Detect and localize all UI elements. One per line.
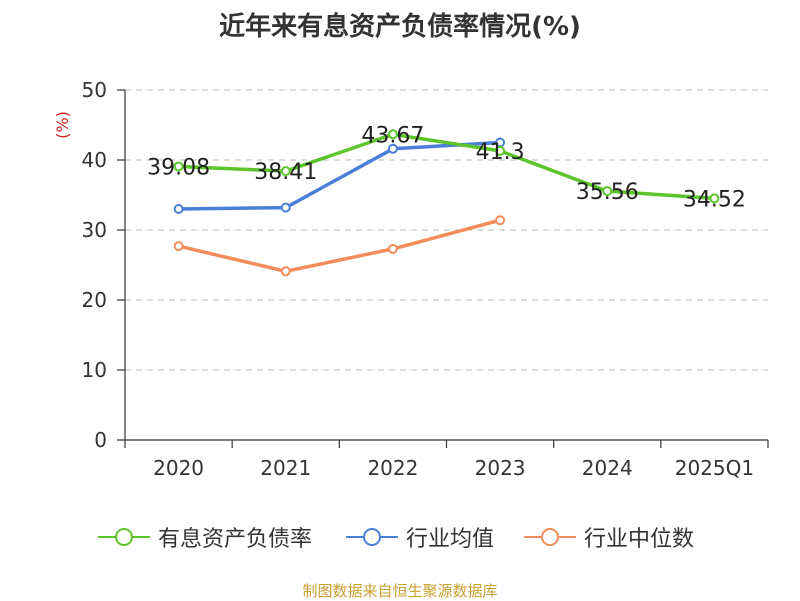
data-point-series-1 — [387, 143, 398, 154]
source-note: 制图数据来自恒生聚源数据库 — [302, 582, 498, 600]
legend-label-industry-mean: 行业均值 — [406, 527, 495, 552]
legend-marker-debt-ratio — [98, 528, 150, 546]
data-point-series-0 — [387, 129, 398, 140]
legend-marker-industry-median — [524, 528, 576, 546]
series-line-2 — [178, 218, 501, 274]
data-point-series-0 — [495, 145, 506, 156]
x-tick-label: 2021 — [260, 456, 311, 480]
data-label: 38.41 — [254, 160, 317, 185]
data-label: 43.67 — [361, 123, 424, 148]
legend-marker-industry-mean — [346, 528, 398, 546]
y-tick-label: 40 — [82, 148, 107, 172]
data-point-series-0 — [280, 166, 291, 177]
data-point-series-1 — [173, 204, 184, 214]
legend-item-debt-ratio[interactable]: 有息资产负债率 — [98, 520, 312, 554]
legend-label-debt-ratio: 有息资产负债率 — [158, 527, 313, 552]
data-point-series-0 — [709, 193, 720, 204]
chart-title: 近年来有息资产负债率情况(%) — [219, 12, 581, 42]
chart-legend: 有息资产负债率 行业均值 行业中位数 — [0, 520, 800, 554]
x-tick-label: 2023 — [475, 456, 526, 480]
data-point-series-0 — [602, 186, 613, 197]
data-point-series-2 — [387, 243, 398, 254]
y-tick-label: 10 — [82, 358, 107, 382]
legend-label-industry-median: 行业中位数 — [584, 527, 695, 552]
x-tick-label: 2020 — [153, 456, 204, 480]
y-tick-label: 30 — [82, 218, 107, 242]
data-point-series-2 — [173, 241, 184, 252]
data-label: 35.56 — [576, 180, 639, 205]
x-tick-label: 2024 — [582, 456, 633, 480]
data-point-series-2 — [495, 215, 506, 226]
series-line-0 — [178, 132, 715, 201]
x-tick-label: 2025Q1 — [675, 456, 754, 480]
series-line-1 — [178, 140, 501, 211]
y-tick-label: 50 — [82, 78, 107, 102]
legend-item-industry-median[interactable]: 行业中位数 — [524, 520, 694, 554]
data-label: 39.08 — [147, 155, 210, 180]
data-point-series-0 — [173, 161, 184, 172]
data-label: 41.3 — [476, 140, 525, 165]
y-tick-label: 20 — [82, 288, 107, 312]
y-axis-label: (%) — [53, 111, 72, 139]
x-tick-label: 2022 — [367, 456, 418, 480]
data-point-series-2 — [280, 266, 291, 277]
data-label: 34.52 — [683, 187, 746, 212]
data-point-series-1 — [280, 202, 291, 213]
y-tick-label: 0 — [94, 428, 107, 452]
legend-item-industry-mean[interactable]: 行业均值 — [346, 520, 494, 554]
